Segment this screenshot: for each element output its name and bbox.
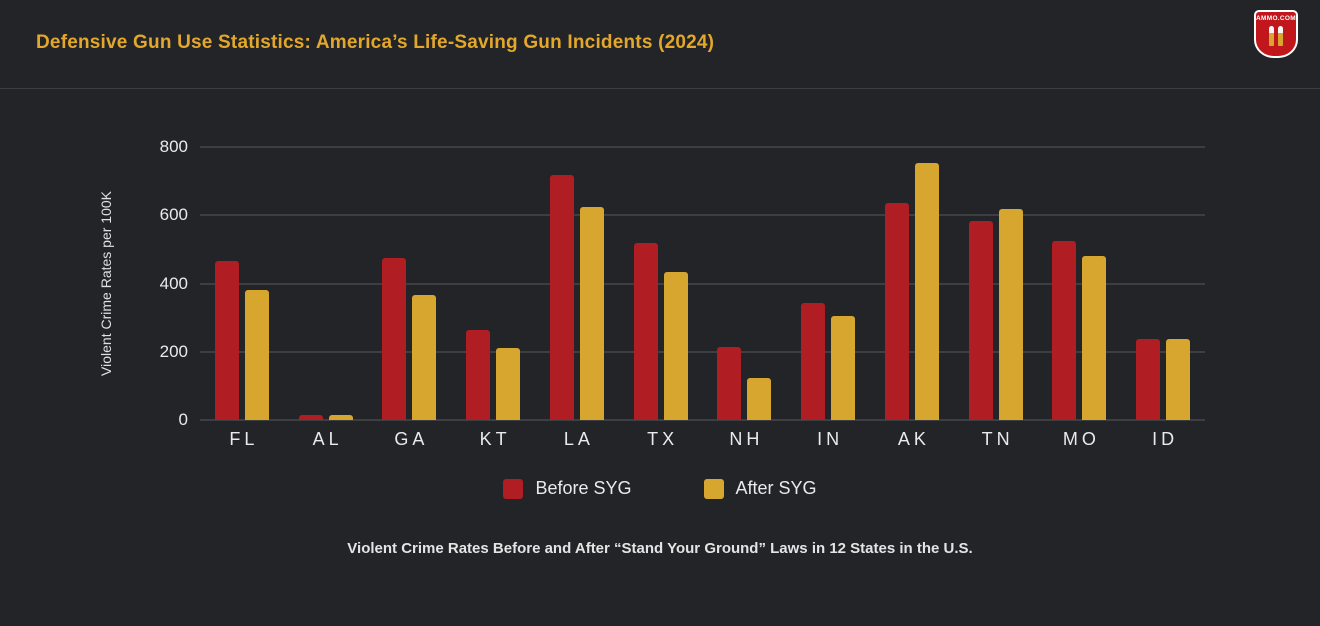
legend-item: Before SYG: [503, 478, 632, 499]
y-tick-label: 200: [159, 341, 188, 361]
bar-before-syg-ak: [884, 202, 909, 420]
bar-before-syg-kt: [466, 329, 491, 420]
bar-after-syg-al: [328, 414, 353, 420]
bar-before-syg-ga: [382, 257, 407, 420]
legend-label: After SYG: [735, 478, 817, 498]
bar-before-syg-mo: [1052, 240, 1077, 420]
bar-groups: FL AL GA KT LA TX NH IN AK TN MO ID: [200, 147, 1205, 449]
x-tick-label: IN: [817, 429, 844, 449]
bar-before-syg-fl: [214, 261, 239, 420]
y-axis-label: Violent Crime Rates per 100K: [98, 191, 114, 376]
bar-group-mo: MO: [1052, 147, 1107, 449]
x-tick-label: FL: [229, 429, 259, 449]
bar-group-fl: FL: [214, 147, 269, 449]
bar-after-syg-id: [1166, 338, 1191, 420]
bar-group-la: LA: [549, 147, 604, 449]
bar-group-ak: AK: [884, 147, 939, 449]
chart-caption: Violent Crime Rates Before and After “St…: [347, 540, 973, 557]
bar-after-syg-nh: [747, 378, 772, 420]
legend-item: After SYG: [703, 478, 817, 499]
y-tick-label: 600: [159, 205, 188, 225]
bar-after-syg-kt: [496, 347, 521, 420]
plot-area: 0 200 400 600 800 FL AL GA KT LA TX NH IN AK TN MO ID: [160, 137, 1205, 449]
ammo-logo: AMMO.COM: [1254, 10, 1298, 58]
bar-before-syg-tx: [633, 243, 658, 420]
bar-group-nh: NH: [717, 147, 772, 449]
bar-after-syg-mo: [1082, 255, 1107, 420]
bullets-icon: [1256, 26, 1296, 46]
bar-group-id: ID: [1136, 147, 1191, 449]
ammo-logo-text: AMMO.COM: [1256, 15, 1296, 22]
bar-group-al: AL: [298, 147, 353, 449]
bar-after-syg-ga: [412, 295, 437, 420]
bar-before-syg-tn: [968, 221, 993, 420]
bar-before-syg-al: [298, 414, 323, 420]
bar-group-kt: KT: [466, 147, 521, 449]
x-tick-label: LA: [563, 429, 594, 449]
bar-after-syg-la: [579, 206, 604, 420]
bar-group-tn: TN: [968, 147, 1023, 449]
x-tick-label: AK: [897, 429, 930, 449]
bar-after-syg-tn: [998, 209, 1023, 420]
x-tick-label: TN: [981, 429, 1014, 449]
gridline: [200, 214, 1205, 216]
bar-before-syg-nh: [717, 346, 742, 420]
x-tick-label: MO: [1062, 429, 1100, 449]
bar-after-syg-in: [831, 315, 856, 420]
bullet-icon: [1278, 26, 1283, 46]
y-tick-label: 800: [159, 137, 188, 156]
y-tick-label: 0: [178, 410, 188, 429]
gridline: [200, 419, 1205, 421]
legend-label: Before SYG: [535, 478, 632, 498]
bar-group-in: IN: [801, 147, 856, 449]
bar-after-syg-ak: [914, 163, 939, 420]
bar-group-ga: GA: [382, 147, 437, 449]
gridline: [200, 146, 1205, 148]
bar-group-tx: TX: [633, 147, 688, 449]
gridline: [200, 283, 1205, 284]
bar-after-syg-tx: [663, 272, 688, 420]
bar-before-syg-in: [801, 302, 826, 420]
bar-before-syg-id: [1136, 339, 1161, 420]
bar-before-syg-la: [549, 174, 574, 420]
y-axis-label-wrap: Violent Crime Rates per 100K: [98, 147, 114, 420]
header-divider: [0, 88, 1320, 89]
legend-swatch-icon: [703, 478, 724, 499]
chart-legend: Before SYG After SYG: [0, 478, 1320, 499]
x-tick-label: KT: [479, 429, 511, 449]
x-tick-label: TX: [647, 429, 679, 449]
x-tick-label: AL: [312, 429, 343, 449]
bullet-icon: [1269, 26, 1274, 46]
y-tick-label: 400: [159, 273, 188, 293]
x-tick-label: NH: [729, 429, 764, 449]
gridline: [200, 351, 1205, 353]
legend-swatch-icon: [503, 478, 524, 499]
x-tick-label: GA: [394, 429, 429, 449]
page-title: Defensive Gun Use Statistics: America’s …: [36, 32, 715, 53]
bar-after-syg-fl: [244, 290, 269, 420]
x-tick-label: ID: [1152, 429, 1179, 449]
